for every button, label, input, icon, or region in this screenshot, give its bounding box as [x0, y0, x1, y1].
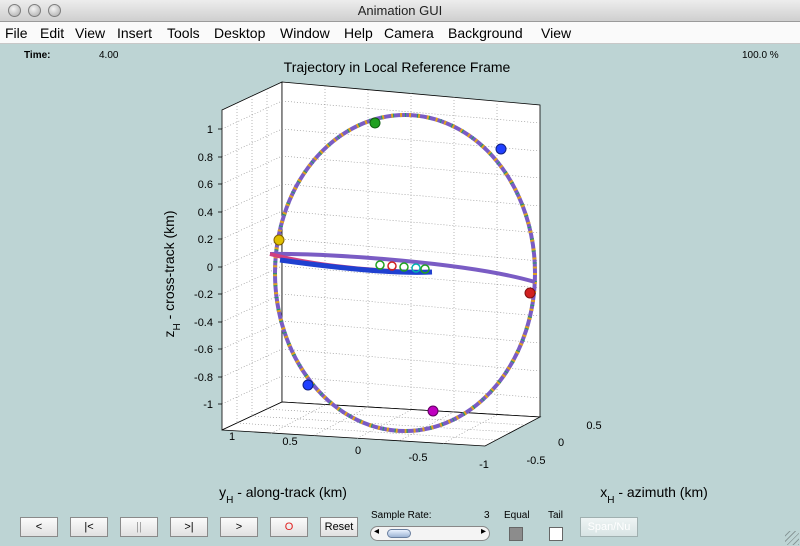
menu-view-2[interactable]: View: [541, 25, 572, 41]
trajectory-plot[interactable]: Trajectory in Local Reference Frame 1 0.…: [0, 60, 800, 510]
z-axis-tickmarks: [218, 128, 222, 405]
z-tick-label: 0: [207, 262, 213, 274]
z-tick-label: 0.6: [198, 179, 213, 191]
play-button[interactable]: >: [220, 517, 258, 537]
z-tick-label: 0.2: [198, 234, 213, 246]
marker-point: [399, 262, 409, 272]
slider-thumb[interactable]: [387, 529, 411, 538]
progress-percent: 100.0 %: [742, 50, 779, 61]
forward-end-button[interactable]: >|: [170, 517, 208, 537]
tail-checkbox[interactable]: [549, 527, 563, 541]
title-bar: Animation GUI: [0, 0, 800, 22]
equal-checkbox[interactable]: [509, 527, 523, 541]
y-tick-label: 0: [355, 445, 361, 457]
reset-button[interactable]: Reset: [320, 517, 358, 537]
y-tick-label: -0.5: [409, 452, 428, 464]
z-tick-label: 0.8: [198, 152, 213, 164]
menu-view[interactable]: View: [75, 25, 106, 41]
menu-edit[interactable]: Edit: [40, 25, 65, 41]
marker-point: [420, 264, 430, 274]
z-tick-label: -0.2: [194, 289, 213, 301]
tail-label: Tail: [548, 510, 564, 521]
step-back-button[interactable]: <: [20, 517, 58, 537]
polar-orbit-overlay: [273, 113, 537, 433]
sample-rate-value: 3: [484, 510, 490, 521]
marker-point: [273, 234, 285, 246]
chart-title: Trajectory in Local Reference Frame: [284, 60, 511, 75]
z-axis-ticks: 1 0.8 0.6 0.4 0.2 0 -0.2 -0.4 -0.6 -0.8 …: [194, 124, 213, 411]
record-button[interactable]: O: [270, 517, 308, 537]
menu-tools[interactable]: Tools: [167, 25, 200, 41]
z-tick-label: -0.6: [194, 344, 213, 356]
time-label: Time:: [24, 50, 51, 61]
menu-window[interactable]: Window: [280, 25, 330, 41]
trajectory-paths: [269, 113, 537, 433]
z-tick-label: -0.4: [194, 317, 213, 329]
menu-insert[interactable]: Insert: [117, 25, 153, 41]
equatorial-upper-path: [269, 251, 536, 284]
marker-point: [387, 261, 397, 271]
slider-right-arrow-icon[interactable]: ▸: [480, 526, 486, 537]
menu-help[interactable]: Help: [344, 25, 373, 41]
time-value: 4.00: [99, 50, 119, 61]
z-tick-label: -1: [203, 399, 213, 411]
x-axis-label: xH - azimuth (km): [600, 484, 708, 506]
x-tick-label: 0: [558, 437, 564, 449]
marker-point: [369, 117, 381, 129]
y-axis-ticks: 1 0.5 0 -0.5 -1: [229, 431, 489, 471]
menu-desktop[interactable]: Desktop: [214, 25, 266, 41]
zoom-window-button[interactable]: [48, 4, 61, 17]
marker-point: [427, 405, 439, 417]
rewind-button[interactable]: |<: [70, 517, 108, 537]
marker-point: [495, 143, 507, 155]
marker-point: [411, 263, 421, 273]
z-tick-label: 0.4: [198, 207, 213, 219]
sample-rate-label: Sample Rate:: [371, 510, 432, 521]
resize-grip-icon[interactable]: [785, 531, 799, 545]
marker-point: [375, 260, 385, 270]
y-tick-label: -1: [479, 459, 489, 471]
menu-file[interactable]: File: [5, 25, 28, 41]
y-axis-label: yH - along-track (km): [219, 484, 347, 506]
menu-camera[interactable]: Camera: [384, 25, 434, 41]
close-window-button[interactable]: [8, 4, 21, 17]
marker-point: [302, 379, 314, 391]
sample-rate-slider[interactable]: ◂ ▸: [370, 526, 490, 541]
menu-bar: File Edit View Insert Tools Desktop Wind…: [0, 22, 800, 44]
grid-lines: [221, 86, 541, 445]
z-tick-label: 1: [207, 124, 213, 136]
satellite-markers: [273, 117, 536, 417]
z-axis-label: zH - cross-track (km): [161, 211, 183, 338]
slider-left-arrow-icon[interactable]: ◂: [374, 526, 380, 537]
x-tick-label: -0.5: [527, 455, 546, 467]
z-tick-label: -0.8: [194, 372, 213, 384]
menu-background[interactable]: Background: [448, 25, 523, 41]
pause-button[interactable]: ||: [120, 517, 158, 537]
x-tick-label: 0.5: [586, 420, 601, 432]
x-axis-ticks: 0.5 0 -0.5: [527, 420, 602, 467]
window-title: Animation GUI: [357, 3, 443, 18]
marker-point: [524, 287, 536, 299]
y-tick-label: 1: [229, 431, 235, 443]
equal-label: Equal: [504, 510, 530, 521]
y-tick-label: 0.5: [282, 436, 297, 448]
disabled-button[interactable]: Span/Nu: [580, 517, 638, 537]
minimize-window-button[interactable]: [28, 4, 41, 17]
